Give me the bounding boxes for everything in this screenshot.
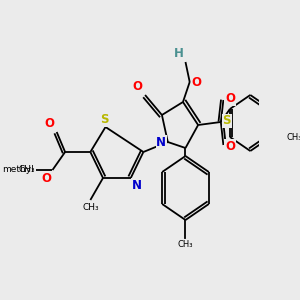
Text: O: O — [225, 92, 235, 106]
Text: S: S — [100, 113, 109, 126]
Text: methyl: methyl — [2, 166, 34, 175]
Text: CH₃: CH₃ — [287, 133, 300, 142]
Text: O: O — [44, 117, 54, 130]
Text: O: O — [42, 172, 52, 185]
Text: N: N — [132, 179, 142, 192]
Text: N: N — [156, 136, 166, 148]
Text: CH₃: CH₃ — [178, 240, 193, 249]
Text: H: H — [174, 47, 184, 60]
Text: O: O — [225, 140, 235, 152]
Text: CH₃: CH₃ — [82, 203, 99, 212]
Text: CH₃: CH₃ — [18, 166, 35, 175]
Text: O: O — [191, 76, 201, 88]
Text: S: S — [223, 115, 231, 128]
Text: O: O — [133, 80, 142, 93]
